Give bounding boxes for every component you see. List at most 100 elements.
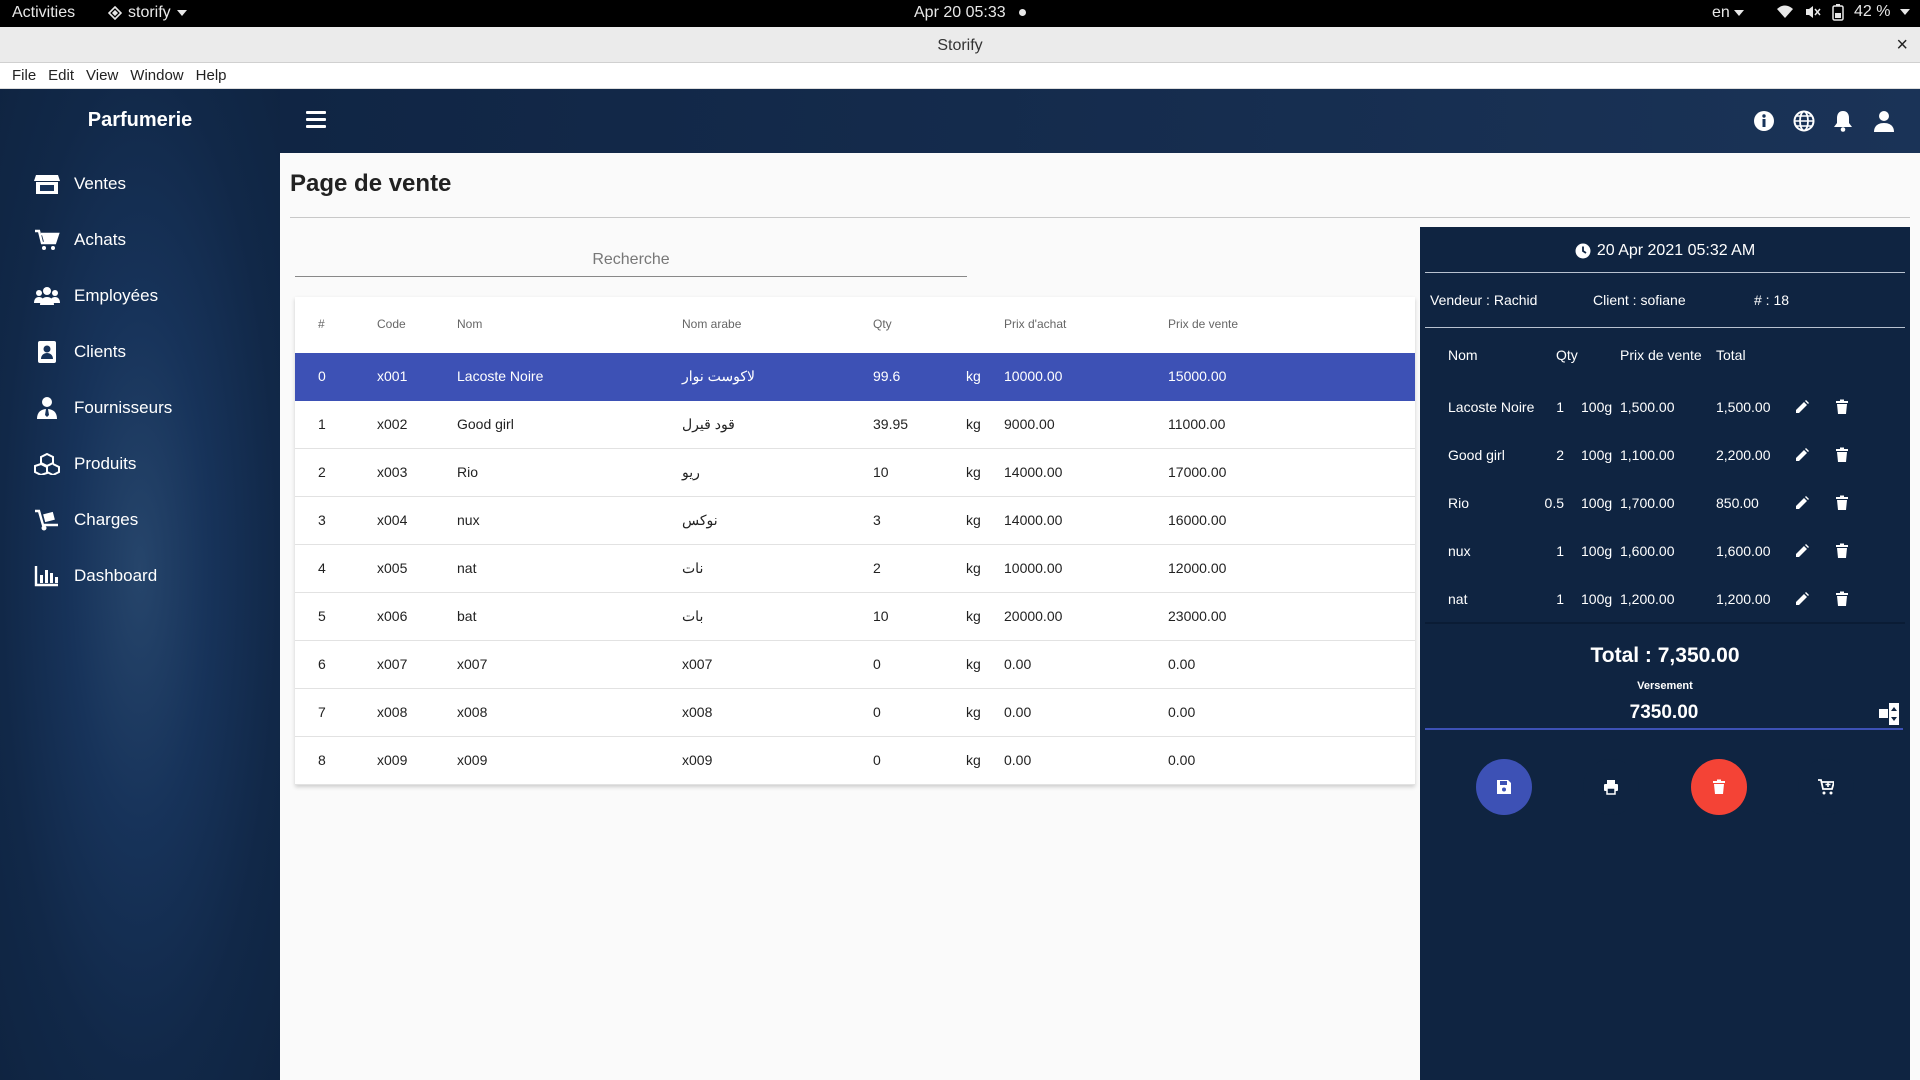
- page-title: Page de vente: [290, 170, 452, 197]
- cell-qty: 0: [873, 704, 881, 720]
- cell-code: x009: [377, 752, 408, 768]
- menu-view[interactable]: View: [86, 67, 119, 84]
- cell-unit: kg: [966, 656, 981, 672]
- cell-prix-vente: 23000.00: [1168, 608, 1227, 624]
- cart-header-total: Total: [1716, 347, 1746, 363]
- info-icon[interactable]: [1753, 110, 1775, 132]
- cart-cell-prix: 1,100.00: [1620, 447, 1675, 463]
- cell-index: 7: [318, 704, 326, 720]
- save-icon: [1497, 780, 1511, 794]
- edit-icon[interactable]: [1794, 495, 1810, 511]
- cart-cell-prix: 1,700.00: [1620, 495, 1675, 511]
- delete-sale-button[interactable]: [1691, 759, 1747, 815]
- system-tray[interactable]: 42 %: [1776, 3, 1911, 21]
- trash-icon[interactable]: [1834, 591, 1850, 607]
- table-row[interactable]: 4 x005 nat نات 2 kg 10000.00 12000.00: [295, 545, 1415, 593]
- table-row[interactable]: 8 x009 x009 x009 0 kg 0.00 0.00: [295, 737, 1415, 785]
- sidebar-item-fournisseurs[interactable]: Fournisseurs: [34, 393, 172, 423]
- edit-icon[interactable]: [1794, 447, 1810, 463]
- column-header-index[interactable]: #: [318, 317, 325, 331]
- sidebar-item-label: Charges: [74, 510, 139, 529]
- table-row[interactable]: 7 x008 x008 x008 0 kg 0.00 0.00: [295, 689, 1415, 737]
- column-header-nom-arabe[interactable]: Nom arabe: [682, 317, 742, 331]
- cell-qty: 0: [873, 752, 881, 768]
- menu-window[interactable]: Window: [130, 67, 184, 84]
- cell-qty: 2: [873, 560, 881, 576]
- sidebar-item-ventes[interactable]: Ventes: [34, 169, 126, 199]
- sidebar-item-charges[interactable]: Charges: [34, 505, 138, 535]
- clock[interactable]: Apr 20 05:33: [914, 4, 1006, 21]
- column-header-code[interactable]: Code: [377, 317, 406, 331]
- app-menu-label: storify: [128, 4, 171, 21]
- cart-row: Good girl 2 100g 1,100.00 2,200.00: [1420, 447, 1910, 495]
- save-button[interactable]: [1476, 759, 1532, 815]
- cell-prix-vente: 16000.00: [1168, 512, 1227, 528]
- table-row[interactable]: 1 x002 Good girl قود قيرل 39.95 kg 9000.00 1100…: [295, 401, 1415, 449]
- app-menu[interactable]: storify: [108, 4, 187, 22]
- cart-row: nux 1 100g 1,600.00 1,600.00: [1420, 543, 1910, 591]
- cell-prix-achat: 20000.00: [1004, 608, 1063, 624]
- language-label: en: [1712, 4, 1730, 21]
- edit-icon[interactable]: [1794, 543, 1810, 559]
- chevron-down-icon: [1733, 10, 1744, 16]
- title-divider: [290, 217, 1910, 218]
- close-window-button[interactable]: ×: [1896, 34, 1908, 56]
- sidebar-item-dashboard[interactable]: Dashboard: [34, 561, 157, 591]
- cell-nom: x008: [457, 704, 488, 720]
- cell-prix-vente: 15000.00: [1168, 368, 1227, 384]
- sidebar-item-produits[interactable]: Produits: [34, 449, 136, 479]
- language-selector[interactable]: en: [1712, 4, 1744, 22]
- add-to-cart-button[interactable]: [1798, 759, 1854, 815]
- versement-input[interactable]: [1425, 697, 1903, 730]
- cell-nom-arabe: ريو: [682, 464, 700, 480]
- cell-nom-arabe: نوكس: [682, 512, 718, 528]
- sidebar-item-label: Achats: [74, 230, 126, 249]
- search-input[interactable]: [295, 244, 967, 277]
- column-header-nom[interactable]: Nom: [457, 317, 483, 331]
- table-row[interactable]: 3 x004 nux نوكس 3 kg 14000.00 16000.00: [295, 497, 1415, 545]
- cell-prix-achat: 10000.00: [1004, 368, 1063, 384]
- edit-icon[interactable]: [1794, 591, 1810, 607]
- bar-chart-icon: [34, 566, 58, 587]
- trash-icon[interactable]: [1834, 447, 1850, 463]
- cell-prix-vente: 0.00: [1168, 704, 1196, 720]
- sidebar-item-employees[interactable]: Employées: [34, 281, 158, 311]
- sale-total: Total : 7,350.00: [1590, 644, 1740, 667]
- trash-icon: [1713, 779, 1725, 794]
- menu-edit[interactable]: Edit: [48, 67, 75, 84]
- system-top-bar: Activities storify Apr 20 05:33 en 42 %: [0, 0, 1920, 27]
- number-stepper-icon[interactable]: [1879, 703, 1899, 725]
- menu-file[interactable]: File: [12, 67, 37, 84]
- cell-nom-arabe: نات: [682, 560, 704, 576]
- cell-prix-vente: 12000.00: [1168, 560, 1227, 576]
- menu-toggle-button[interactable]: [306, 111, 326, 129]
- column-header-qty[interactable]: Qty: [873, 317, 892, 331]
- cart-cell-qty: 2: [1556, 447, 1564, 463]
- column-header-prix-vente[interactable]: Prix de vente: [1168, 317, 1239, 331]
- store-icon: [34, 175, 60, 194]
- activities-button[interactable]: Activities: [12, 4, 76, 21]
- cell-unit: kg: [966, 368, 981, 384]
- table-row[interactable]: 2 x003 Rio ريو 10 kg 14000.00 17000.00: [295, 449, 1415, 497]
- bell-icon[interactable]: [1832, 110, 1854, 132]
- globe-icon[interactable]: [1793, 110, 1815, 132]
- menu-help[interactable]: Help: [195, 67, 227, 84]
- table-row[interactable]: 5 x006 bat بات 10 kg 20000.00 23000.00: [295, 593, 1415, 641]
- window-title-bar: Storify ×: [0, 27, 1920, 63]
- cell-unit: kg: [966, 416, 981, 432]
- table-row[interactable]: 0 x001 Lacoste Noire لاكوست نوار 99.6 kg 10000…: [295, 353, 1415, 401]
- cart-cell-qty: 1: [1556, 399, 1564, 415]
- column-header-prix-achat[interactable]: Prix d'achat: [1004, 317, 1067, 331]
- trash-icon[interactable]: [1834, 399, 1850, 415]
- sidebar-item-clients[interactable]: Clients: [34, 337, 126, 367]
- sidebar-item-achats[interactable]: Achats: [34, 225, 126, 255]
- trash-icon[interactable]: [1834, 495, 1850, 511]
- user-icon[interactable]: [1873, 110, 1895, 132]
- cell-nom-arabe: x009: [682, 752, 713, 768]
- edit-icon[interactable]: [1794, 399, 1810, 415]
- table-row[interactable]: 6 x007 x007 x007 0 kg 0.00 0.00: [295, 641, 1415, 689]
- cell-code: x007: [377, 656, 408, 672]
- print-button[interactable]: [1583, 759, 1639, 815]
- cart-cell-total: 1,200.00: [1716, 591, 1771, 607]
- trash-icon[interactable]: [1834, 543, 1850, 559]
